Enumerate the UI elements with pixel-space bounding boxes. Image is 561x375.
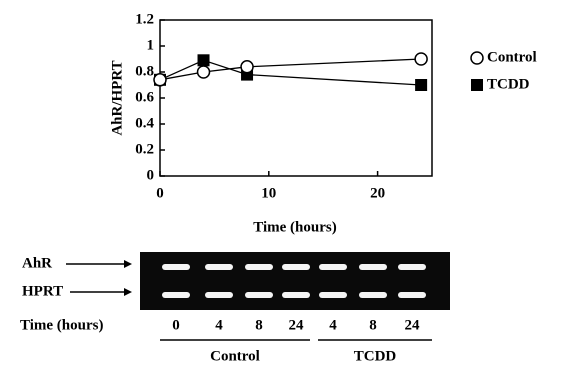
gel-band xyxy=(162,292,190,298)
marker xyxy=(471,52,483,64)
y-tick-label: 0.2 xyxy=(135,141,154,157)
y-tick-label: 1.2 xyxy=(135,11,154,27)
gel-band xyxy=(359,292,387,298)
legend-label: TCDD xyxy=(487,76,530,92)
gel-lane-label: Time (hours) xyxy=(20,317,103,333)
gel-lane: 4 xyxy=(215,317,223,333)
page: {"chart_data": {"type": "line", "y_label… xyxy=(0,0,561,370)
gel-band xyxy=(245,264,273,270)
marker xyxy=(198,66,210,78)
arrow-head xyxy=(124,288,132,296)
x-axis-label: Time (hours) xyxy=(253,219,336,235)
gel-lane: 24 xyxy=(289,317,305,333)
gel-band xyxy=(319,292,347,298)
gel-band xyxy=(398,264,426,270)
legend-label: Control xyxy=(487,49,537,65)
gel-band xyxy=(282,264,310,270)
gel-lane: 8 xyxy=(369,317,377,333)
gel-lane: 0 xyxy=(172,317,180,333)
x-tick-label: 10 xyxy=(261,185,276,201)
x-tick-label: 20 xyxy=(370,185,385,201)
gel-row-label: HPRT xyxy=(22,283,63,299)
gel-band xyxy=(282,292,310,298)
gel-lane: 8 xyxy=(255,317,263,333)
gel-lane: 24 xyxy=(405,317,421,333)
gel-group-label: TCDD xyxy=(354,348,397,364)
gel-band xyxy=(205,264,233,270)
y-tick-label: 1 xyxy=(147,37,155,53)
marker xyxy=(415,79,427,91)
marker xyxy=(471,79,483,91)
marker xyxy=(154,74,166,86)
gel-group-label: Control xyxy=(210,348,260,364)
y-tick-label: 0.6 xyxy=(135,89,154,105)
marker xyxy=(198,54,210,66)
gel-band xyxy=(398,292,426,298)
gel-band xyxy=(245,292,273,298)
y-tick-label: 0 xyxy=(147,167,155,183)
marker xyxy=(241,61,253,73)
gel-row-label: AhR xyxy=(22,255,52,271)
y-axis-label: AhR/HPRT xyxy=(109,60,125,135)
arrow-head xyxy=(124,260,132,268)
gel-lane: 4 xyxy=(329,317,337,333)
y-tick-label: 0.4 xyxy=(135,115,154,131)
gel-band xyxy=(162,264,190,270)
gel-image xyxy=(140,252,450,310)
figure: AhR/HPRT Time (hours) Time (hours) 0 0.2 0… xyxy=(0,0,561,370)
plot-frame xyxy=(160,20,432,176)
y-tick-label: 0.8 xyxy=(135,63,154,79)
x-tick-label: 0 xyxy=(156,185,164,201)
gel-band xyxy=(205,292,233,298)
gel-band xyxy=(359,264,387,270)
gel-band xyxy=(319,264,347,270)
marker xyxy=(415,53,427,65)
